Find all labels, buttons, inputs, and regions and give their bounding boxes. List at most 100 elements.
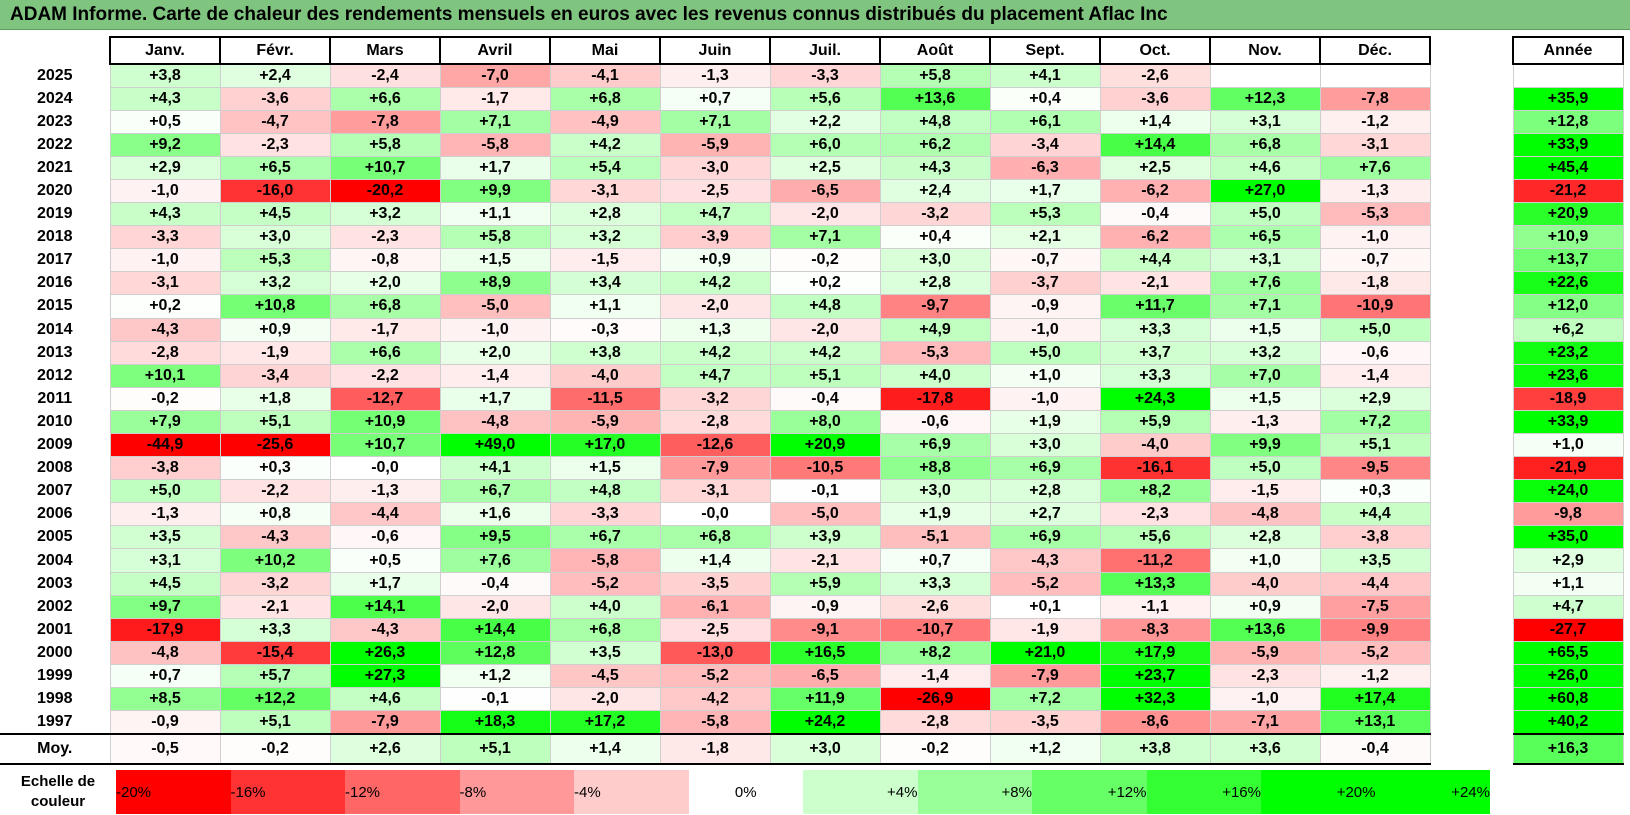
heat-cell: +5,0: [109, 479, 221, 504]
heat-cell: -2,8: [109, 340, 221, 365]
heat-cell: +7,6: [1209, 271, 1321, 296]
heat-cell: -3,3: [549, 502, 661, 527]
heat-cell: -10,7: [879, 617, 991, 642]
annual-cell: +33,9: [1512, 132, 1624, 157]
heat-cell: +9,9: [439, 178, 551, 204]
month-header: Mai: [549, 36, 661, 65]
heat-cell: +4,4: [1319, 502, 1431, 527]
heat-cell: -0,2: [769, 248, 881, 273]
annual-cell: +20,9: [1512, 202, 1624, 227]
year-label: 2011: [37, 389, 73, 407]
annual-cell: -9,8: [1512, 502, 1624, 527]
heat-cell: -9,1: [769, 617, 881, 642]
heat-cell: +5,1: [1319, 432, 1431, 458]
heat-cell: -1,8: [1319, 271, 1431, 296]
heat-cell: +1,2: [439, 663, 551, 689]
heat-cell: +18,3: [439, 710, 551, 735]
heatmap-table: Janv. Févr. Mars Avril Mai Juin Juil. Août Sept.…: [0, 36, 1431, 765]
heat-cell: -4,8: [439, 409, 551, 435]
heat-cell: +8,5: [109, 687, 221, 712]
heat-cell: +5,9: [769, 571, 881, 596]
heat-cell: -3,0: [659, 155, 771, 180]
heat-cell: -3,3: [109, 225, 221, 250]
heat-cell: -2,4: [329, 63, 441, 88]
heat-cell: [1209, 63, 1321, 88]
heat-cell: -6,3: [989, 155, 1101, 180]
title-bar: ADAM Informe. Carte de chaleur des rende…: [0, 0, 1630, 30]
table-row: 2004 +3,1 +10,2 +0,5 +7,6 -5,8 +1,4 -2,1 +0,7 -4,…: [0, 548, 1431, 573]
annual-cell: +24,0: [1512, 479, 1624, 504]
heat-cell: -5,3: [879, 340, 991, 365]
year-label: 1997: [36, 712, 73, 730]
heat-cell: +1,7: [989, 178, 1101, 204]
heat-cell: -1,0: [989, 386, 1101, 411]
heat-cell: -2,0: [439, 594, 551, 619]
heat-cell: +1,9: [989, 409, 1101, 435]
heat-cell: -0,1: [769, 479, 881, 504]
heat-cell: -3,1: [659, 479, 771, 504]
table-row: 2002 +9,7 -2,1 +14,1 -2,0 +4,0 -6,1 -0,9 -2,6 +0,…: [0, 594, 1431, 619]
heat-cell: -44,9: [109, 432, 221, 458]
annual-cell: +22,6: [1512, 271, 1624, 296]
heat-cell: -7,1: [1209, 710, 1321, 735]
heat-cell: -7,0: [439, 63, 551, 88]
heat-cell: -2,3: [329, 225, 441, 250]
heat-cell: +6,8: [329, 294, 441, 319]
heat-cell: +1,5: [1209, 317, 1321, 342]
average-label: Moy.: [0, 732, 110, 765]
heat-cell: +14,4: [1099, 132, 1211, 157]
heat-cell: -4,3: [109, 317, 221, 342]
heat-cell: +1,7: [439, 386, 551, 411]
year-label: 1998: [36, 690, 73, 708]
scale-swatch: -8%: [459, 770, 574, 814]
heat-cell: +11,7: [1099, 294, 1211, 319]
heat-cell: +4,3: [879, 155, 991, 180]
heat-cell: -2,1: [769, 548, 881, 573]
heat-cell: -1,0: [439, 317, 551, 342]
heat-cell: -2,8: [879, 710, 991, 735]
month-header: Déc.: [1319, 36, 1431, 65]
table-row: 2010 +7,9 +5,1 +10,9 -4,8 -5,9 -2,8 +8,0 -0,6 +1,…: [0, 409, 1431, 435]
heat-cell: -5,0: [769, 502, 881, 527]
table-row: 2001 -17,9 +3,3 -4,3 +14,4 +6,8 -2,5 -9,1 -10,7-…: [0, 617, 1431, 642]
heat-cell: +10,9: [329, 409, 441, 435]
heat-cell: +5,0: [1209, 202, 1321, 227]
heat-cell: +2,8: [879, 271, 991, 296]
heat-cell: -0,8: [329, 248, 441, 273]
heat-cell: +2,0: [439, 340, 551, 365]
heat-cell: -0,7: [989, 248, 1101, 273]
annual-cell: +4,7: [1512, 594, 1624, 619]
heat-cell: +1,7: [439, 155, 551, 180]
heat-cell: +8,0: [769, 409, 881, 435]
heat-cell: -0,6: [1319, 340, 1431, 365]
heat-cell: +4,8: [879, 109, 991, 134]
heat-cell: +14,1: [329, 594, 441, 619]
heat-cell: -2,1: [219, 594, 331, 619]
heat-cell: -4,4: [329, 502, 441, 527]
heat-cell: -2,3: [219, 132, 331, 157]
heat-cell: -2,0: [659, 294, 771, 319]
year-label: 2016: [36, 274, 73, 292]
heat-cell: +3,2: [329, 202, 441, 227]
year-label: 2007: [36, 482, 73, 500]
table-row: 2022 +9,2 -2,3 +5,8 -5,8 +4,2 -5,9 +6,0 +6,2 -3,4…: [0, 132, 1431, 157]
heat-cell: +0,4: [879, 225, 991, 250]
table-row: 2020 -1,0 -16,0 -20,2 +9,9 -3,1 -2,5 -6,5 +2,4 +1…: [0, 178, 1431, 204]
heat-cell: +4,8: [549, 479, 661, 504]
heat-cell: +5,1: [219, 710, 331, 735]
heat-cell: +1,1: [439, 202, 551, 227]
heat-cell: -3,4: [219, 363, 331, 388]
heat-cell: +7,6: [439, 548, 551, 573]
scale-swatch: +24%: [1375, 770, 1490, 814]
heat-cell: +6,8: [549, 86, 661, 111]
heat-cell: +6,9: [989, 525, 1101, 550]
heat-cell: +3,0: [879, 248, 991, 273]
corner-cell: [0, 37, 110, 64]
heat-cell: -0,0: [659, 502, 771, 527]
heat-cell: -2,8: [659, 409, 771, 435]
average-annual-cell: +16,3: [1512, 732, 1624, 765]
year-label: 2025: [36, 66, 73, 84]
heat-cell: -3,2: [879, 202, 991, 227]
heat-cell: +17,4: [1319, 687, 1431, 712]
month-header: Juin: [659, 36, 771, 65]
